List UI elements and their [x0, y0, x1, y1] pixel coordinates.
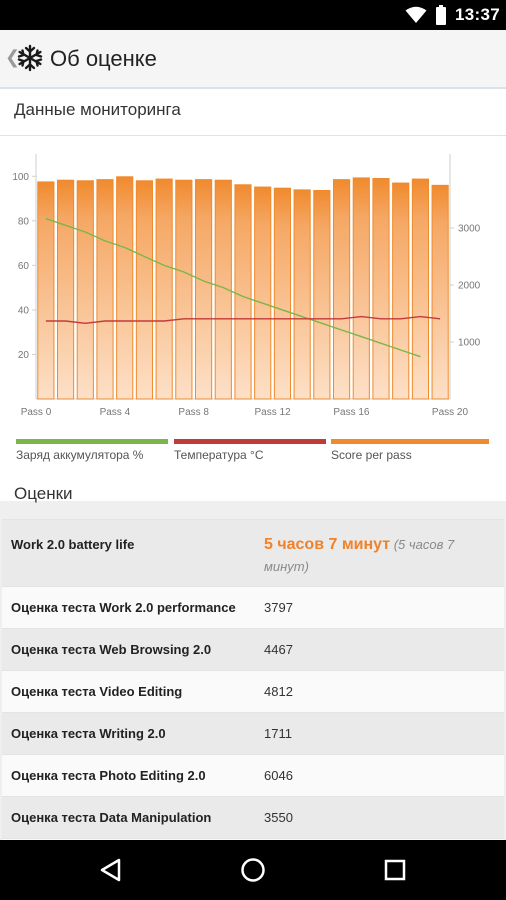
battery-life-sub: (5 часов 7 минут) [264, 537, 455, 574]
row-label: Оценка теста Video Editing [11, 684, 183, 699]
y-tick-label-right: 2000 [458, 281, 481, 292]
y-tick-label-left: 40 [18, 305, 30, 316]
x-tick-label: Pass 4 [100, 407, 131, 418]
row-label: Оценка теста Work 2.0 performance [11, 600, 236, 615]
bar [372, 178, 390, 400]
bar [392, 182, 410, 400]
status-icons: 13:37 [405, 5, 500, 25]
legend-swatch-temperature [174, 439, 326, 444]
battery-life-main: 5 часов 7 минут [264, 536, 391, 553]
battery-life-value: 5 часов 7 минут (5 часов 7 минут) [264, 534, 496, 578]
table-row-battery-life: Work 2.0 battery life 5 часов 7 минут (5… [2, 519, 504, 586]
series-line [45, 217, 421, 358]
row-value: 1711 [264, 726, 292, 741]
y-tick-label-left: 100 [12, 172, 29, 183]
bar [37, 181, 55, 400]
bar [76, 180, 94, 400]
bar [96, 179, 114, 400]
series-line [45, 315, 441, 325]
bar [293, 189, 311, 400]
scores-title: Оценки [14, 484, 73, 503]
wifi-icon [405, 6, 427, 23]
bar [194, 179, 213, 400]
back-icon[interactable] [97, 856, 125, 884]
y-tick-label-right: 1000 [458, 338, 481, 349]
row-value: 4812 [264, 684, 293, 699]
bar [214, 179, 232, 400]
legend-label-temperature: Температура °C [174, 448, 264, 462]
legend-swatch-score [331, 439, 489, 444]
content: Данные мониторинга 20 40 60 80 100 1000 2000 30… [0, 89, 506, 840]
legend-label-battery: Заряд аккумулятора % [16, 448, 144, 462]
legend-item-temperature: Температура °C [174, 439, 326, 463]
bar [254, 186, 272, 400]
row-value: 4467 [264, 642, 293, 657]
bar [116, 176, 134, 400]
table-row: Оценка теста Video Editing 4812 [2, 670, 504, 712]
x-tick-label: Pass 16 [333, 407, 370, 418]
bar [411, 178, 430, 400]
row-value: 6046 [264, 768, 293, 783]
page-title: Об оценке [50, 46, 157, 71]
bar [175, 179, 193, 400]
monitoring-title: Данные мониторинга [14, 100, 181, 119]
row-label: Оценка теста Web Browsing 2.0 [11, 642, 212, 657]
bar [332, 179, 351, 400]
legend-swatch-battery [16, 439, 168, 444]
row-label: Work 2.0 battery life [11, 537, 135, 552]
back-chevron-icon[interactable]: ❮ [5, 47, 21, 67]
bar [313, 189, 331, 400]
x-tick-label: Pass 8 [178, 407, 209, 418]
table-row: Оценка теста Data Manipulation 3550 [2, 796, 504, 838]
monitoring-chart: 20 40 60 80 100 1000 2000 3000 Pass 0 Pass 4 Pass … [12, 154, 481, 418]
table-row: Оценка теста Writing 2.0 1711 [2, 712, 504, 754]
recents-icon[interactable] [381, 856, 409, 884]
status-bar: 13:37 [0, 0, 506, 30]
monitoring-card: Данные мониторинга 20 40 60 80 100 1000 2000 30… [0, 89, 506, 501]
y-tick-label-left: 80 [18, 216, 30, 227]
bar [234, 184, 252, 400]
battery-icon [436, 5, 447, 25]
bar [273, 187, 292, 400]
table-row [2, 838, 504, 840]
y-tick-label-right: 3000 [458, 224, 481, 235]
table-row: Оценка теста Work 2.0 performance 3797 [2, 586, 504, 628]
row-label: Оценка теста Photo Editing 2.0 [11, 768, 206, 783]
row-label: Оценка теста Writing 2.0 [11, 726, 166, 741]
y-tick-label-left: 60 [18, 261, 30, 272]
bar [431, 184, 449, 400]
bar [135, 180, 154, 400]
monitoring-divider [0, 135, 506, 136]
row-label: Оценка теста Data Manipulation [11, 810, 212, 825]
y-tick-label-left: 20 [18, 350, 30, 361]
table-row: Оценка теста Photo Editing 2.0 6046 [2, 754, 504, 796]
row-value: 3797 [264, 600, 293, 615]
bar [56, 179, 75, 400]
legend-item-score: Score per pass [331, 439, 489, 463]
home-icon[interactable] [239, 856, 267, 884]
snowflake-icon [17, 44, 43, 72]
app-bar: ❮ Об оценке [0, 30, 506, 89]
status-time: 13:37 [455, 5, 500, 24]
navigation-bar [0, 840, 506, 900]
bar [155, 178, 173, 400]
scores-table: Work 2.0 battery life 5 часов 7 минут (5… [2, 519, 504, 840]
bar [352, 177, 370, 400]
table-row: Оценка теста Web Browsing 2.0 4467 [2, 628, 504, 670]
row-value: 3550 [264, 810, 293, 825]
x-tick-label: Pass 0 [21, 407, 52, 418]
x-tick-label: Pass 20 [432, 407, 469, 418]
legend-label-score: Score per pass [331, 448, 412, 462]
x-tick-label: Pass 12 [255, 407, 292, 418]
legend-item-battery: Заряд аккумулятора % [16, 439, 168, 463]
